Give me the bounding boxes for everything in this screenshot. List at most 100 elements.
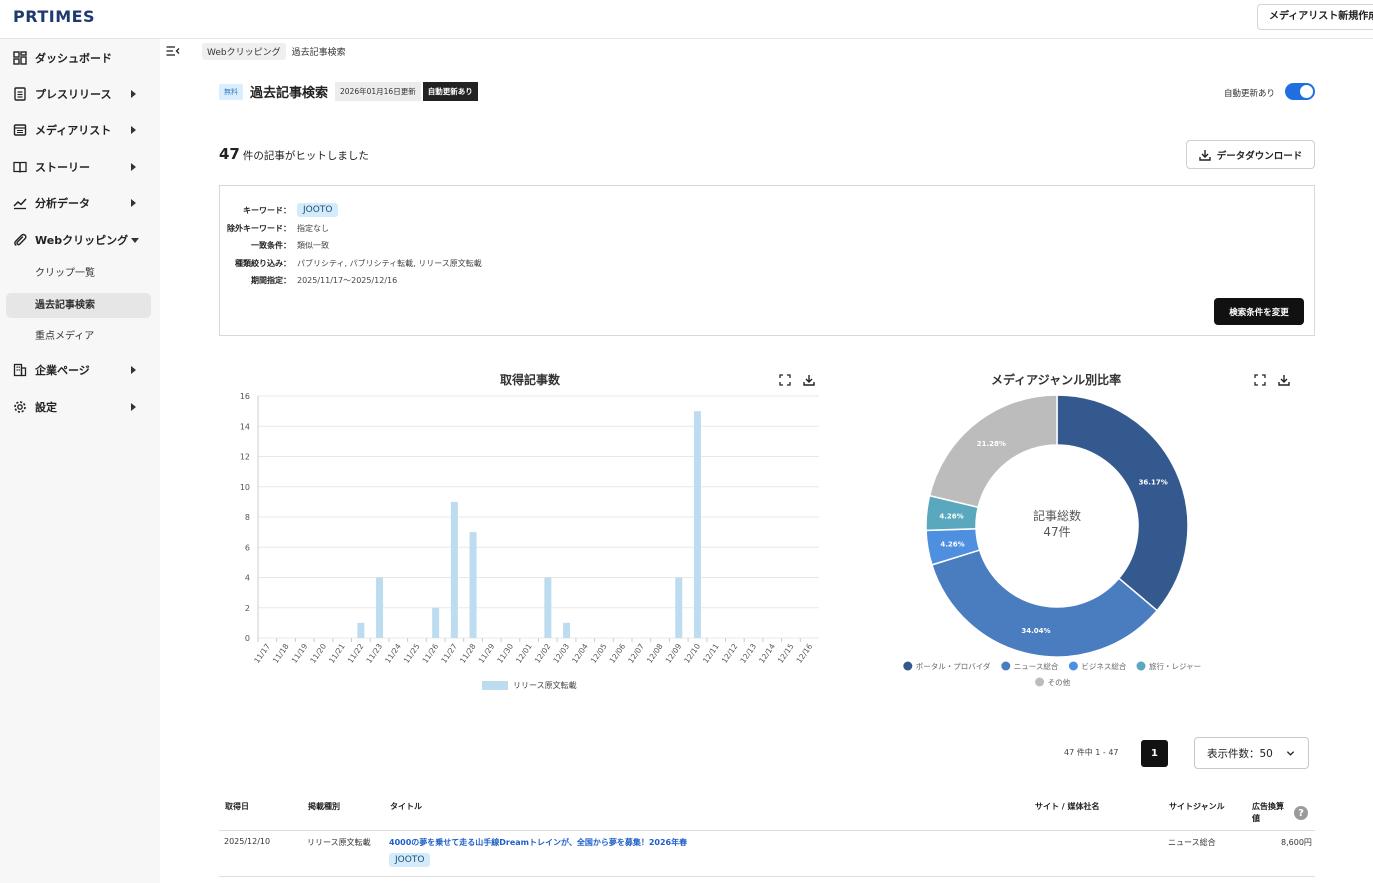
- legend-swatch: [1136, 661, 1146, 671]
- download-icon: [1199, 149, 1211, 161]
- legend-label[interactable]: リリース原文転載: [513, 680, 577, 690]
- change-conditions-button[interactable]: 検索条件を変更: [1214, 298, 1304, 325]
- bar-11/23[interactable]: [376, 577, 384, 639]
- donut-chart: 36.17% 34.04% 4.26% 4.26% 21.28% 記事総数 47件ポータル・…: [903, 394, 1201, 687]
- x-tick-label: 11/20: [308, 642, 328, 665]
- hit-count-text: 47 件の記事がヒットしました: [219, 145, 369, 163]
- table-cell-title-link[interactable]: 4000の夢を乗せて走る山手線Dreamトレインが、全国から夢を募集！2026年…: [389, 838, 688, 847]
- slice-label: 4.26%: [940, 541, 964, 549]
- column-header-genre[interactable]: サイトジャンル: [1169, 802, 1225, 811]
- sidebar-item-label: Webクリッピング: [35, 234, 129, 247]
- bar-11/28[interactable]: [469, 532, 477, 638]
- condition-key: 種類絞り込み：: [235, 259, 291, 268]
- auto-update-toggle[interactable]: [1285, 83, 1315, 100]
- bar-11/27[interactable]: [450, 501, 458, 638]
- expand-icon[interactable]: [779, 374, 791, 386]
- download-icon[interactable]: [1278, 374, 1290, 386]
- sidebar-item-company-page[interactable]: 企業ページ: [0, 356, 160, 384]
- legend-label[interactable]: 旅行・レジャー: [1149, 661, 1201, 671]
- sidebar-subitem-clip-list[interactable]: クリップ一覧: [35, 268, 95, 279]
- sidebar-item-media-list[interactable]: メディアリスト: [0, 116, 160, 144]
- condition-key: 一致条件：: [251, 241, 291, 250]
- sidebar-subitem-past-article-search[interactable]: 過去記事検索: [6, 293, 151, 318]
- chevron-right-icon: [131, 403, 136, 411]
- sidebar-item-story[interactable]: ストーリー: [0, 153, 160, 181]
- bar-12/02[interactable]: [544, 577, 552, 639]
- help-icon[interactable]: ?: [1294, 806, 1308, 820]
- slice-label: 21.28%: [977, 440, 1006, 448]
- data-download-button[interactable]: データダウンロード: [1186, 140, 1315, 169]
- donut-slice-4[interactable]: [928, 394, 1058, 509]
- bar-12/09[interactable]: [675, 577, 683, 639]
- sidebar-subitem-priority-media[interactable]: 重点メディア: [35, 331, 95, 342]
- y-tick-label: 14: [240, 422, 250, 431]
- donut-chart-title: メディアジャンル別比率: [991, 373, 1122, 387]
- column-header-title[interactable]: タイトル: [390, 802, 422, 811]
- x-tick-label: 12/08: [645, 642, 665, 665]
- sidebar: ダッシュボード プレスリリース メディアリスト ストーリー 分析データ Webク…: [0, 39, 160, 883]
- x-tick-label: 12/01: [514, 642, 534, 665]
- legend-label[interactable]: ニュース総合: [1014, 661, 1059, 671]
- bar-11/26[interactable]: [432, 607, 440, 638]
- y-tick-label: 12: [240, 453, 250, 462]
- legend-swatch: [482, 681, 508, 690]
- donut-slice-0[interactable]: [1056, 394, 1189, 612]
- x-tick-label: 12/14: [757, 642, 777, 665]
- sidebar-item-web-clipping[interactable]: Webクリッピング: [0, 226, 160, 254]
- legend-label[interactable]: ビジネス総合: [1081, 661, 1126, 671]
- x-tick-label: 11/25: [402, 642, 422, 665]
- gear-icon: [14, 401, 26, 413]
- condition-key: 期間指定：: [251, 276, 291, 285]
- page-header: 無料 過去記事検索 2026年01月16日更新 自動更新あり: [219, 82, 478, 101]
- bar-chart: 024681012141611/1711/1811/1911/2011/2111…: [240, 392, 819, 690]
- table-header-divider: [219, 830, 1315, 831]
- column-header-date[interactable]: 取得日: [225, 802, 249, 811]
- download-button-label: データダウンロード: [1216, 150, 1303, 162]
- slice-label: 36.17%: [1139, 478, 1168, 486]
- updated-date-badge: 2026年01月16日更新: [335, 82, 421, 101]
- sidebar-item-settings[interactable]: 設定: [0, 393, 160, 421]
- condition-value: 類似一致: [297, 241, 329, 250]
- condition-period: 期間指定： 2025/11/17〜2025/12/16: [220, 275, 397, 286]
- x-tick-label: 12/09: [664, 642, 684, 665]
- prtimes-logo[interactable]: PRTIMES: [13, 7, 96, 26]
- per-page-select[interactable]: 表示件数：50: [1194, 737, 1309, 769]
- bar-12/10[interactable]: [693, 411, 701, 638]
- download-icon[interactable]: [803, 374, 815, 386]
- x-tick-label: 12/10: [682, 642, 702, 665]
- condition-exclude-keyword: 除外キーワード： 指定なし: [220, 223, 329, 234]
- x-tick-label: 12/13: [738, 642, 758, 665]
- x-tick-label: 11/18: [271, 642, 291, 665]
- collapse-sidebar-icon[interactable]: [166, 45, 180, 57]
- donut-center-value: 47件: [1043, 525, 1070, 539]
- x-tick-label: 11/23: [364, 642, 384, 665]
- condition-value: 2025/11/17〜2025/12/16: [297, 276, 398, 285]
- sidebar-item-label: 企業ページ: [35, 364, 90, 377]
- slice-label: 4.26%: [939, 512, 963, 520]
- hit-count: 47: [219, 145, 240, 163]
- legend-label[interactable]: ポータル・プロバイダ: [916, 661, 991, 671]
- list-icon: [13, 124, 27, 136]
- x-tick-label: 12/16: [795, 642, 815, 665]
- bar-12/03[interactable]: [563, 622, 571, 638]
- sidebar-item-analytics[interactable]: 分析データ: [0, 189, 160, 217]
- bar-11/22[interactable]: [357, 622, 365, 638]
- sidebar-item-press-release[interactable]: プレスリリース: [0, 80, 160, 108]
- breadcrumb-item-web-clipping[interactable]: Webクリッピング: [202, 43, 286, 60]
- legend-label[interactable]: その他: [1048, 677, 1071, 687]
- expand-icon[interactable]: [1254, 374, 1266, 386]
- column-header-site[interactable]: サイト / 媒体社名: [1035, 802, 1100, 811]
- new-media-list-button[interactable]: メディアリスト新規作成: [1257, 4, 1373, 30]
- x-tick-label: 12/06: [608, 642, 628, 665]
- column-header-ad-value[interactable]: 広告換算値: [1252, 802, 1284, 823]
- pagination-info: 47 件中 1 - 47: [1064, 748, 1119, 757]
- y-tick-label: 0: [245, 634, 250, 643]
- chevron-down-icon: [1286, 751, 1295, 756]
- donut-slice-1[interactable]: [930, 549, 1159, 658]
- legend-swatch: [1001, 661, 1011, 671]
- column-header-kind[interactable]: 掲載種別: [308, 802, 340, 811]
- page-button-current[interactable]: 1: [1141, 740, 1168, 767]
- sidebar-item-dashboard[interactable]: ダッシュボード: [0, 44, 160, 72]
- table-cell-date: 2025/12/10: [224, 837, 271, 846]
- x-tick-label: 12/05: [589, 642, 609, 665]
